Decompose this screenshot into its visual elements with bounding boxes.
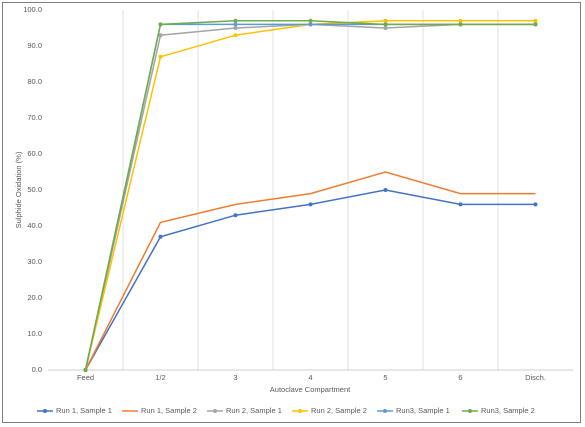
- data-point: [233, 18, 238, 23]
- y-tick-label: 70.0: [27, 113, 42, 122]
- data-point: [383, 18, 388, 23]
- legend-label: Run 2, Sample 1: [226, 406, 282, 415]
- data-point: [533, 22, 538, 27]
- data-point: [383, 188, 388, 192]
- data-point: [158, 33, 163, 38]
- legend-marker: [383, 409, 387, 413]
- data-point: [233, 22, 238, 27]
- data-point: [533, 18, 538, 23]
- data-point: [158, 22, 163, 27]
- data-point: [158, 54, 163, 59]
- y-tick-label: 40.0: [27, 221, 42, 230]
- legend-marker: [213, 409, 217, 413]
- data-point: [383, 22, 388, 27]
- y-tick-label: 60.0: [27, 149, 42, 158]
- x-axis-title: Autoclave Compartment: [270, 385, 351, 394]
- x-tick-label: 3: [233, 373, 237, 382]
- legend-label: Run 1, Sample 1: [56, 406, 112, 415]
- data-point: [83, 368, 88, 372]
- legend-label: Run 2, Sample 2: [311, 406, 367, 415]
- legend-marker: [468, 409, 472, 413]
- data-point: [533, 202, 538, 207]
- x-tick-label: 5: [383, 373, 387, 382]
- y-tick-label: 0.0: [32, 365, 42, 374]
- data-point: [308, 18, 313, 23]
- series-line: [84, 171, 536, 371]
- data-point: [458, 22, 463, 27]
- y-tick-label: 20.0: [27, 293, 42, 302]
- data-point: [233, 33, 238, 38]
- x-tick-label: Feed: [77, 373, 94, 382]
- data-point: [308, 202, 313, 207]
- y-axis-title: Sulphide Oxidation (%): [14, 151, 23, 228]
- data-point: [158, 234, 163, 239]
- x-tick-label: 1/2: [155, 373, 165, 382]
- y-tick-label: 90.0: [27, 41, 42, 50]
- data-point: [233, 213, 238, 218]
- data-point: [383, 26, 388, 30]
- y-tick-label: 30.0: [27, 257, 42, 266]
- y-tick-label: 10.0: [27, 329, 42, 338]
- data-point: [458, 18, 463, 23]
- y-tick-label: 80.0: [27, 77, 42, 86]
- legend-label: Run 1, Sample 2: [141, 406, 197, 415]
- x-tick-label: 6: [458, 373, 462, 382]
- legend-label: Run3, Sample 2: [481, 406, 535, 415]
- data-point: [233, 26, 238, 30]
- legend-marker: [298, 409, 302, 413]
- data-point: [458, 202, 463, 207]
- y-tick-label: 50.0: [27, 185, 42, 194]
- x-tick-label: Disch.: [525, 373, 546, 382]
- y-tick-label: 100.0: [23, 5, 42, 14]
- x-tick-label: 4: [308, 373, 312, 382]
- data-point: [308, 22, 313, 27]
- legend-marker: [43, 409, 47, 413]
- chart-frame: [2, 2, 581, 423]
- legend-label: Run3, Sample 1: [396, 406, 450, 415]
